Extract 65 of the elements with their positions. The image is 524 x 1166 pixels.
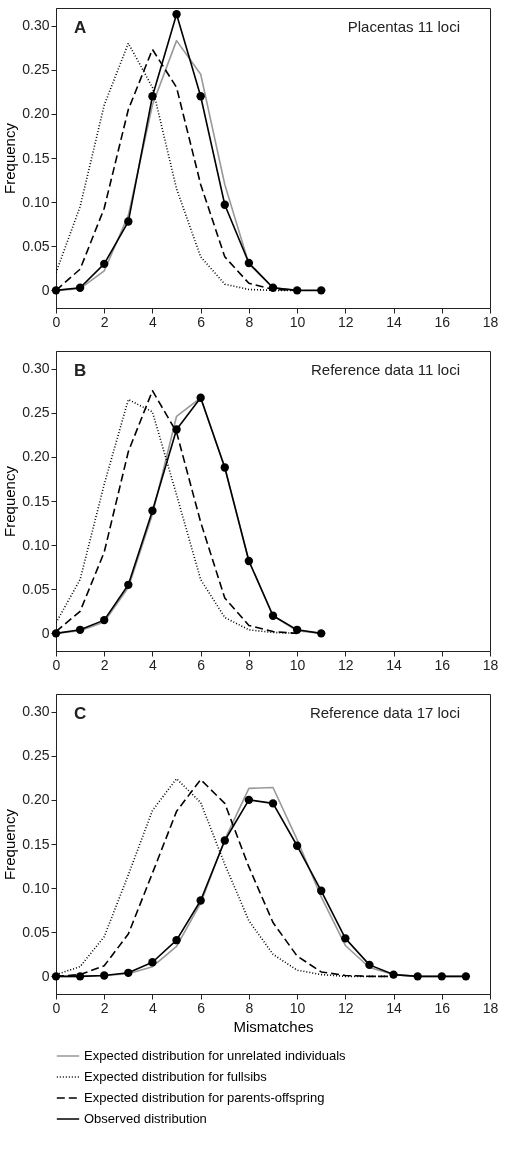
x-tick-label: 6 xyxy=(197,999,206,1016)
x-axis-title: Mismatches xyxy=(233,1017,314,1035)
x-tick-label: 2 xyxy=(100,313,109,330)
y-tick-label: 0.30 xyxy=(22,703,50,720)
x-tick-label: 0 xyxy=(52,656,61,673)
x-tick-label: 12 xyxy=(338,999,354,1016)
y-tick-label: 0.25 xyxy=(22,61,50,78)
x-tick-label: 12 xyxy=(338,313,354,330)
x-tick-label: 8 xyxy=(245,999,254,1016)
legend-label: Expected distribution for parents-offspring xyxy=(84,1090,325,1105)
y-tick-label: 0.10 xyxy=(22,193,50,210)
x-tick-label: 10 xyxy=(289,656,306,673)
y-tick-label: 0.10 xyxy=(22,536,50,553)
annotation: A xyxy=(74,18,87,37)
y-tick-label: 0.15 xyxy=(22,492,50,509)
x-tick-label: 16 xyxy=(434,656,451,673)
x-tick-label: 0 xyxy=(52,313,61,330)
annotation: Reference data 11 loci xyxy=(311,361,460,378)
y-tick-label: 0.30 xyxy=(22,360,50,377)
y-tick-label: 0 xyxy=(41,967,50,984)
x-tick-label: 4 xyxy=(149,999,158,1016)
x-tick-label: 18 xyxy=(482,313,499,330)
y-tick-label: 0.25 xyxy=(22,747,50,764)
y-tick-label: 0.15 xyxy=(22,149,50,166)
annotation: Reference data 17 loci xyxy=(309,704,460,721)
y-tick-label: 0.30 xyxy=(22,17,50,34)
x-tick-label: 8 xyxy=(245,656,254,673)
y-tick-label: 0.15 xyxy=(22,835,50,852)
y-tick-label: 0.20 xyxy=(22,448,50,465)
x-tick-label: 14 xyxy=(386,313,403,330)
y-axis-title: Frequency xyxy=(1,122,19,194)
x-tick-label: 8 xyxy=(245,313,254,330)
y-tick-label: 0.05 xyxy=(22,580,50,597)
legend-label: Expected distribution for fullsibs xyxy=(84,1069,268,1084)
y-tick-label: 0.05 xyxy=(22,237,50,254)
x-tick-label: 4 xyxy=(149,313,158,330)
x-tick-label: 14 xyxy=(386,656,403,673)
y-tick-label: 0.20 xyxy=(22,105,50,122)
y-tick-label: 0.10 xyxy=(22,879,50,896)
y-tick-label: 0.05 xyxy=(22,923,50,940)
x-tick-label: 16 xyxy=(434,313,451,330)
x-tick-label: 10 xyxy=(289,313,306,330)
y-axis-title: Frequency xyxy=(1,465,19,537)
legend-label: Observed distribution xyxy=(84,1111,207,1126)
x-tick-label: 4 xyxy=(149,656,158,673)
x-tick-label: 12 xyxy=(338,656,354,673)
x-tick-label: 2 xyxy=(100,999,109,1016)
x-tick-label: 6 xyxy=(197,313,206,330)
annotation: C xyxy=(74,704,87,723)
x-tick-label: 2 xyxy=(100,656,109,673)
x-tick-label: 16 xyxy=(434,999,451,1016)
x-tick-label: 14 xyxy=(386,999,403,1016)
x-tick-label: 10 xyxy=(289,999,306,1016)
y-tick-label: 0 xyxy=(41,624,50,641)
annotation: B xyxy=(74,361,87,380)
legend-label: Expected distribution for unrelated individuals xyxy=(84,1048,347,1063)
y-tick-label: 0 xyxy=(41,281,50,298)
y-axis-title: Frequency xyxy=(1,808,19,880)
x-tick-label: 0 xyxy=(52,999,61,1016)
y-tick-label: 0.20 xyxy=(22,791,50,808)
y-tick-label: 0.25 xyxy=(22,404,50,421)
annotation: Placentas 11 loci xyxy=(347,18,460,35)
x-tick-label: 18 xyxy=(482,999,499,1016)
x-tick-label: 6 xyxy=(197,656,206,673)
x-tick-label: 18 xyxy=(482,656,499,673)
